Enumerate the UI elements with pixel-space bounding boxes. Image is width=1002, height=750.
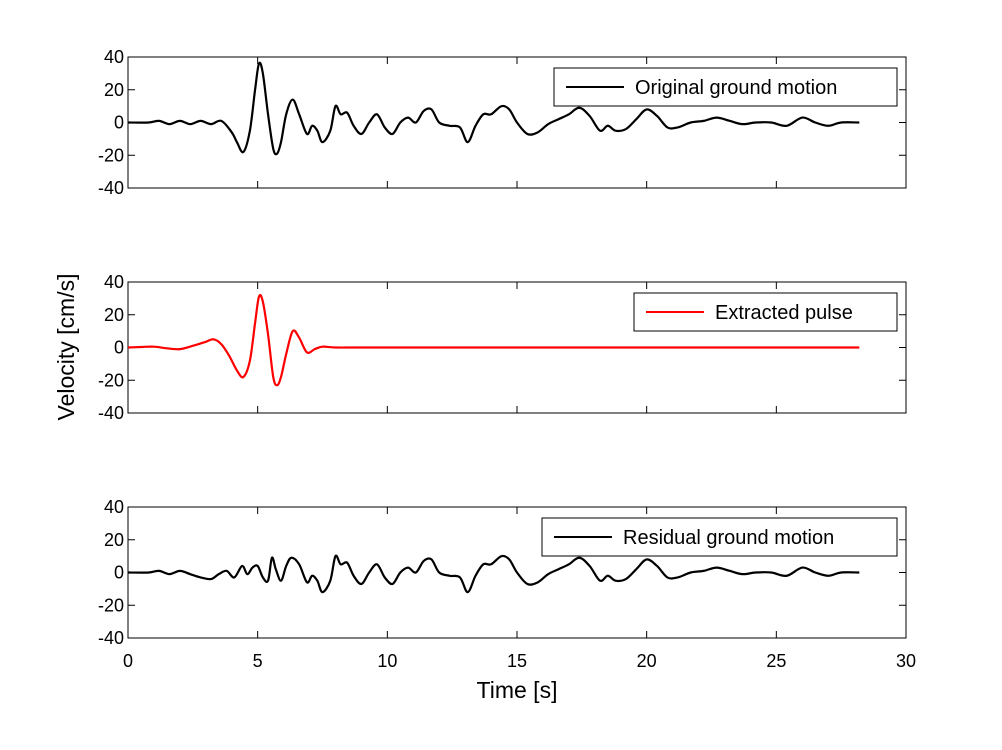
legend-label: Extracted pulse: [715, 302, 853, 324]
x-tick-label: 10: [377, 651, 397, 671]
legend-label: Residual ground motion: [623, 527, 834, 549]
y-tick-label: -40: [98, 178, 124, 198]
legend-label: Original ground motion: [635, 77, 837, 99]
subplot-residual: 40 20 0 -20 -40 0 5 10 15 20 25 30 Residual ground m…: [98, 497, 916, 671]
y-tick-label: 0: [114, 113, 124, 133]
y-tick-label: 40: [104, 47, 124, 67]
x-axis-label: Time [s]: [477, 677, 558, 703]
subplot-original: 40 20 0 -20 -40 Original ground motion: [98, 47, 907, 198]
x-tick-label: 5: [253, 651, 263, 671]
y-tick-label: 0: [114, 563, 124, 583]
y-tick-label: 20: [104, 305, 124, 325]
series-line: [127, 293, 860, 387]
y-tick-label: -20: [98, 595, 124, 615]
y-tick-label: 40: [104, 272, 124, 292]
plot-area-extracted: 40 20 0 -20 -40 Extracted pulse: [98, 272, 907, 423]
subplot-extracted: 40 20 0 -20 -40 Extracted pulse: [98, 272, 907, 423]
y-axis-label: Velocity [cm/s]: [53, 274, 79, 421]
y-tick-label: -20: [98, 145, 124, 165]
x-tick-label: 0: [123, 651, 133, 671]
plot-area-original: 40 20 0 -20 -40 Original ground motion: [98, 47, 907, 198]
plot-area-residual: 40 20 0 -20 -40 0 5 10 15 20 25 30 Residual ground m…: [98, 497, 916, 671]
y-tick-label: -40: [98, 628, 124, 648]
x-tick-label: 30: [896, 651, 916, 671]
legend: Residual ground motion: [541, 517, 898, 557]
series-line: [127, 554, 860, 594]
y-tick-label: -40: [98, 403, 124, 423]
x-tick-label: 20: [637, 651, 657, 671]
y-tick-label: -20: [98, 370, 124, 390]
x-tick-label: 25: [766, 651, 786, 671]
y-tick-label: 20: [104, 80, 124, 100]
series-line: [127, 61, 860, 156]
x-tick-label: 15: [507, 651, 527, 671]
legend: Extracted pulse: [633, 292, 898, 332]
y-tick-label: 20: [104, 530, 124, 550]
y-tick-label: 40: [104, 497, 124, 517]
legend: Original ground motion: [553, 67, 898, 107]
y-tick-label: 0: [114, 338, 124, 358]
